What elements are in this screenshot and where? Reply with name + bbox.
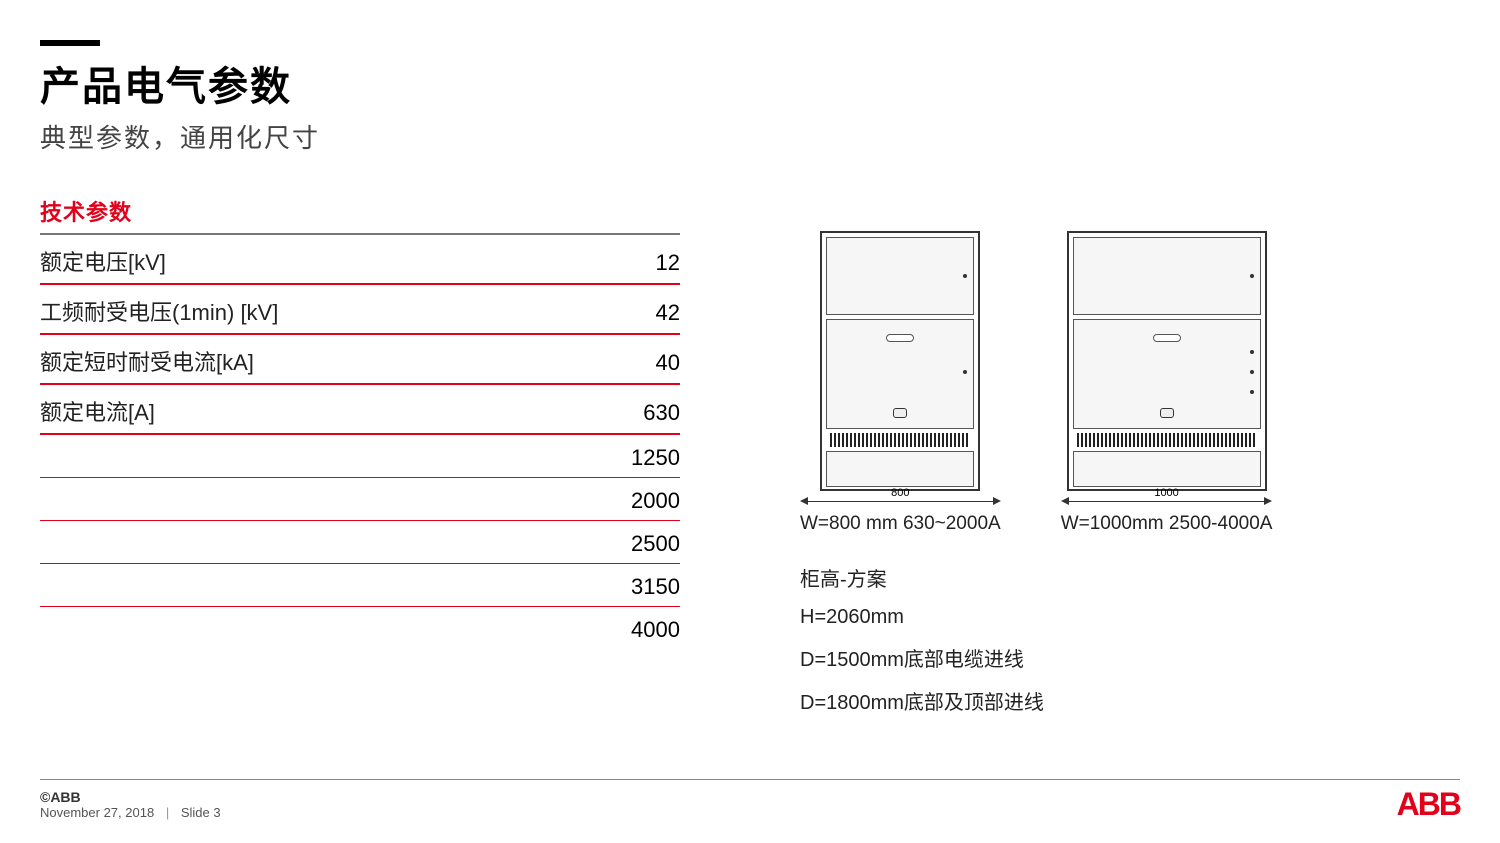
hinge-icon: [1250, 370, 1254, 374]
title-accent-bar: [40, 40, 100, 46]
dial-icon: [1160, 408, 1174, 418]
spec-value: 2500: [631, 531, 680, 557]
cabinet-panel: [826, 237, 974, 315]
spec-label: 额定电流[A]: [40, 395, 155, 427]
cabinet-800-drawing: [820, 231, 980, 491]
spec-value: 1250: [631, 445, 680, 471]
spec-row: 额定电流[A] 630: [40, 385, 680, 435]
spec-row: 4000: [40, 607, 680, 649]
spec-value: 40: [656, 350, 680, 376]
dimension-notes: 柜高-方案 H=2060mm D=1500mm底部电缆进线 D=1800mm底部…: [800, 563, 1460, 715]
note-line: D=1500mm底部电缆进线: [800, 643, 1460, 672]
dimension-label: 1000: [1154, 487, 1178, 499]
hinge-icon: [963, 274, 967, 278]
cabinet-panel: [826, 319, 974, 429]
spec-value: 42: [656, 300, 680, 326]
hinge-icon: [1250, 390, 1254, 394]
spec-table: 技术参数 额定电压[kV] 12 工频耐受电压(1min) [kV] 42 额定…: [40, 195, 680, 729]
spec-row: 工频耐受电压(1min) [kV] 42: [40, 285, 680, 335]
arrow-right-icon: [1264, 497, 1272, 505]
arrow-right-icon: [993, 497, 1001, 505]
spec-row: 额定短时耐受电流[kA] 40: [40, 335, 680, 385]
cabinet-panel: [1073, 451, 1261, 487]
spec-value: 4000: [631, 617, 680, 643]
figure-area: 800 W=800 mm 630~2000A: [680, 195, 1460, 729]
cabinet-1000: 1000 W=1000mm 2500-4000A: [1061, 231, 1273, 535]
spec-row: 3150: [40, 564, 680, 607]
footer-meta: November 27, 2018 | Slide 3: [40, 805, 221, 820]
copyright: ©ABB: [40, 789, 221, 805]
hinge-icon: [963, 370, 967, 374]
content-area: 技术参数 额定电压[kV] 12 工频耐受电压(1min) [kV] 42 额定…: [40, 195, 1460, 729]
spec-label: 额定短时耐受电流[kA]: [40, 345, 254, 377]
spec-row: 1250: [40, 435, 680, 478]
slide-footer: ©ABB November 27, 2018 | Slide 3 ABB: [40, 779, 1460, 823]
vent-grille-icon: [1077, 433, 1257, 447]
vent-grille-icon: [830, 433, 970, 447]
dimension-line: 1000: [1061, 497, 1273, 505]
spec-value: 630: [643, 400, 680, 426]
spec-section-title: 技术参数: [40, 195, 680, 235]
note-line: H=2060mm: [800, 606, 1460, 629]
cabinet-panel: [1073, 319, 1261, 429]
arrow-left-icon: [800, 497, 808, 505]
cabinet-1000-drawing: [1067, 231, 1267, 491]
spec-label: 工频耐受电压(1min) [kV]: [40, 295, 278, 327]
spec-value: 12: [656, 250, 680, 276]
figure-caption: W=1000mm 2500-4000A: [1061, 513, 1273, 535]
dimension-label: 800: [891, 487, 909, 499]
cabinet-figures: 800 W=800 mm 630~2000A: [800, 231, 1460, 535]
cabinet-800: 800 W=800 mm 630~2000A: [800, 231, 1001, 535]
page-title: 产品电气参数: [40, 54, 1460, 112]
hinge-icon: [1250, 274, 1254, 278]
spec-value: 3150: [631, 574, 680, 600]
footer-slide-number: Slide 3: [181, 805, 221, 820]
display-slot-icon: [1153, 334, 1181, 342]
display-slot-icon: [886, 334, 914, 342]
abb-logo-icon: ABB: [1397, 786, 1460, 823]
dial-icon: [893, 408, 907, 418]
title-block: 产品电气参数 典型参数，通用化尺寸: [40, 40, 1460, 155]
hinge-icon: [1250, 350, 1254, 354]
footer-left: ©ABB November 27, 2018 | Slide 3: [40, 789, 221, 820]
slide: 产品电气参数 典型参数，通用化尺寸 技术参数 额定电压[kV] 12 工频耐受电…: [0, 0, 1500, 843]
separator-icon: |: [166, 805, 169, 820]
note-line: D=1800mm底部及顶部进线: [800, 686, 1460, 715]
arrow-left-icon: [1061, 497, 1069, 505]
spec-value: 2000: [631, 488, 680, 514]
spec-row: 2000: [40, 478, 680, 521]
spec-row: 2500: [40, 521, 680, 564]
page-subtitle: 典型参数，通用化尺寸: [40, 118, 1460, 155]
cabinet-panel: [826, 451, 974, 487]
spec-label: 额定电压[kV]: [40, 245, 166, 277]
dimension-line: 800: [800, 497, 1001, 505]
cabinet-panel: [1073, 237, 1261, 315]
spec-row: 额定电压[kV] 12: [40, 235, 680, 285]
footer-date: November 27, 2018: [40, 805, 154, 820]
note-line: 柜高-方案: [800, 563, 1460, 592]
figure-caption: W=800 mm 630~2000A: [800, 513, 1001, 535]
